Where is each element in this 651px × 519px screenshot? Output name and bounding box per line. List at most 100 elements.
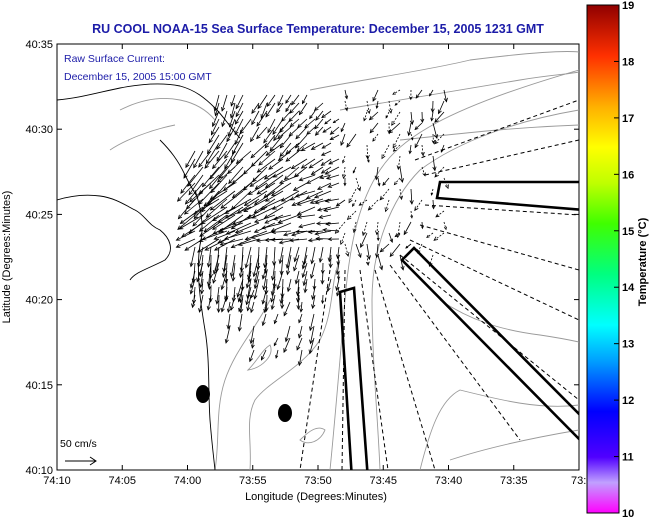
current-vector [295, 134, 308, 149]
current-vector-head [309, 200, 315, 204]
current-vector-head [393, 181, 398, 186]
current-vector-head [256, 134, 261, 140]
current-vector-head [199, 289, 205, 295]
current-vector [273, 214, 292, 220]
current-vector-head [212, 122, 216, 128]
current-vector [288, 110, 300, 122]
current-vector-head [191, 299, 197, 305]
current-vector [299, 174, 316, 181]
current-vector [213, 254, 220, 275]
current-vector-head [276, 108, 281, 114]
current-vector [410, 133, 413, 140]
current-vector [287, 254, 292, 275]
current-vector [325, 198, 340, 202]
buoy-marker [278, 404, 292, 422]
current-vector [249, 349, 255, 362]
current-vector [238, 301, 243, 312]
current-vector-head [410, 137, 414, 141]
current-vector-head [229, 272, 235, 278]
current-vector [251, 230, 276, 239]
current-vector [263, 126, 276, 143]
current-vector [212, 262, 220, 284]
current-vector [237, 198, 260, 214]
current-vector [347, 210, 357, 220]
current-vector [301, 158, 316, 169]
current-vector [271, 294, 276, 310]
current-vector [264, 166, 284, 180]
current-vector [268, 158, 284, 170]
current-vector-head [261, 225, 267, 230]
current-vector [317, 206, 332, 211]
current-vector-head [325, 175, 331, 180]
current-vector-head [335, 202, 341, 207]
current-vector-head [237, 242, 243, 246]
current-vector [414, 133, 423, 148]
current-vector-head [319, 175, 324, 180]
current-vector-head [285, 150, 291, 155]
current-vector [429, 89, 434, 97]
colorbar-tick-label: 18 [622, 56, 634, 68]
current-vector-head [310, 145, 316, 150]
current-vector-head [286, 270, 291, 276]
current-vector-head [321, 144, 326, 149]
current-vector-head [374, 175, 379, 181]
y-tick-label: 40:25 [25, 209, 53, 221]
y-axis-label: Latitude (Degrees:Minutes) [1, 191, 13, 324]
current-vector-head [296, 147, 302, 152]
current-vector [376, 243, 379, 258]
current-vector-head [214, 111, 219, 117]
current-vector-head [289, 122, 295, 128]
current-vector [344, 89, 348, 99]
current-vector-head [326, 287, 331, 293]
current-vector [279, 142, 292, 157]
current-vector [394, 232, 401, 237]
current-vector-head [357, 253, 362, 259]
current-vector [214, 238, 236, 251]
current-vector [212, 150, 228, 169]
current-vector-head [295, 229, 300, 234]
current-vector-head [372, 137, 376, 142]
current-vector [230, 102, 236, 118]
current-vector [219, 222, 244, 232]
current-vector-head [426, 234, 430, 238]
colorbar-tick-label: 12 [622, 395, 634, 407]
current-vector-head [229, 306, 235, 311]
current-vector-head [277, 134, 282, 140]
current-vector [348, 188, 357, 203]
current-vector [246, 286, 252, 305]
current-vector-head [325, 221, 330, 226]
current-vector [394, 177, 401, 185]
current-vector [301, 142, 316, 152]
current-vector-head [367, 205, 373, 211]
current-vector [226, 222, 252, 235]
current-vector-head [269, 146, 274, 152]
current-vector-head [196, 277, 201, 283]
current-vector [221, 94, 228, 112]
current-vector-head [213, 236, 219, 240]
current-vector-head [303, 288, 308, 294]
current-vector-head [224, 214, 230, 219]
current-vector-head [414, 206, 419, 212]
current-vector [321, 110, 332, 118]
current-vector-head [239, 129, 244, 135]
current-vector-head [293, 173, 299, 178]
current-vector-head [250, 235, 256, 239]
current-vector [263, 270, 268, 290]
current-vector-head [251, 120, 256, 126]
current-vector [251, 150, 268, 167]
current-vector-head [388, 108, 393, 114]
current-vector-head [340, 128, 344, 133]
current-vector-head [296, 214, 302, 219]
current-vector [443, 89, 447, 102]
current-vector [336, 262, 340, 275]
plot-frame [56, 43, 580, 471]
current-vector [321, 142, 332, 149]
current-vector [366, 243, 370, 260]
current-vector [377, 254, 383, 270]
x-tick-label: 73:35 [500, 475, 528, 487]
current-vector [310, 262, 316, 279]
current-vector [324, 118, 332, 125]
current-vector [317, 182, 332, 190]
current-vector-head [238, 298, 244, 304]
current-vector-head [218, 174, 224, 180]
